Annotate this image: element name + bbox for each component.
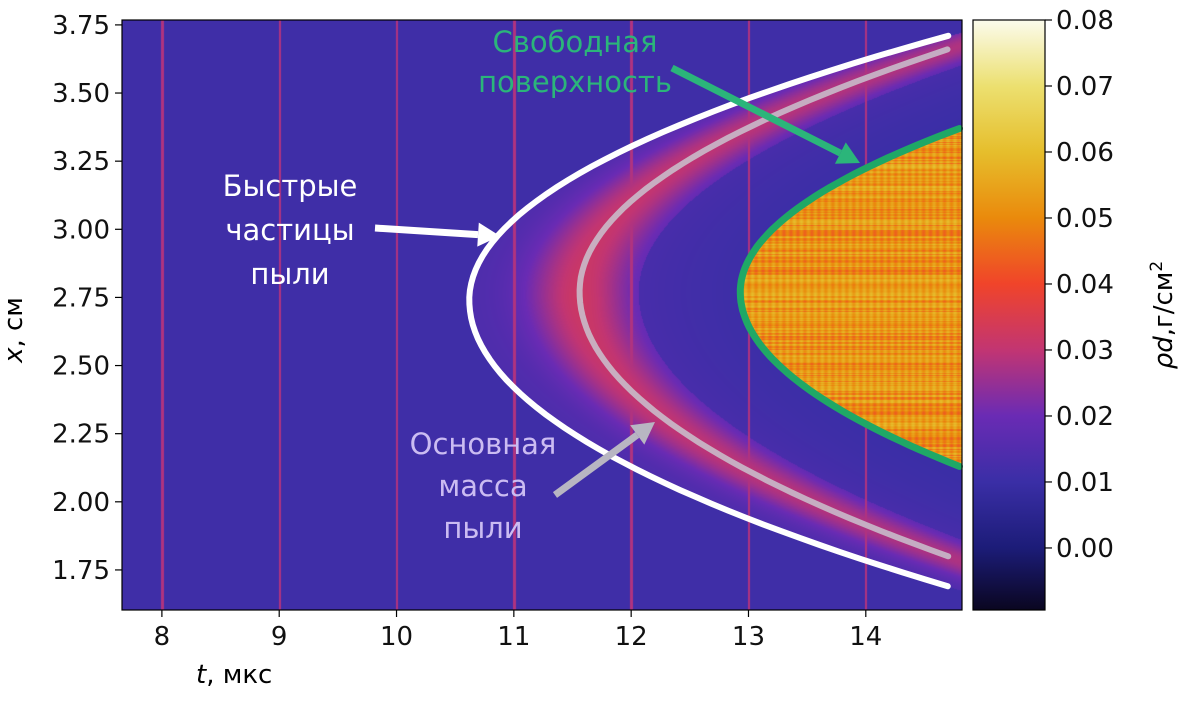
annotation-arrowhead [477,222,500,247]
free-surface-curve [736,125,963,470]
y-tick-label: 2.00 [52,488,110,518]
annotation-text: Свободная [493,25,658,59]
y-tick-label: 2.50 [52,352,110,382]
colorbar-tick-label: 0.08 [1056,6,1114,36]
colorbar-tick-label: 0.05 [1056,204,1114,234]
y-tick-label: 3.00 [52,215,110,245]
x-axis-label: t, мкс [196,660,272,690]
x-tick-label: 13 [732,622,765,652]
y-tick-label: 2.25 [52,420,110,450]
annotation-text: пыли [443,511,522,545]
x-tick-label: 11 [497,622,530,652]
x-tick-label: 14 [849,622,882,652]
colorbar-tick-label: 0.07 [1056,72,1114,102]
annotation-arrowhead [630,422,655,445]
annotation-text: частицы [225,213,354,247]
colorbar-tick-label: 0.02 [1056,402,1114,432]
annotation-text: масса [438,469,527,503]
plot-frame [121,19,963,611]
annotation-arrow [670,64,842,157]
y-tick-label: 3.50 [52,79,110,109]
y-tick-label: 1.75 [52,556,110,586]
fast-particles-front-curve [466,32,952,590]
colorbar [972,19,1046,611]
main-mass-front-curve [576,46,952,560]
colorbar-label: ρd,г/см2 [1147,261,1179,369]
colorbar-tick-label: 0.01 [1056,468,1114,498]
colorbar-tick-label: 0.00 [1056,534,1114,564]
annotation-text: Быстрые [223,169,358,203]
colorbar-tick-label: 0.03 [1056,336,1114,366]
y-tick-label: 3.25 [52,147,110,177]
colorbar-tick-label: 0.06 [1056,138,1114,168]
annotation-arrow [374,224,479,239]
x-tick-label: 12 [615,622,648,652]
annotation-arrow [552,432,640,498]
y-tick-label: 3.75 [52,11,110,41]
x-tick-label: 10 [380,622,413,652]
heatmap-canvas [122,20,962,610]
x-tick-label: 9 [271,622,288,652]
y-tick-label: 2.75 [52,283,110,313]
annotation-text: Основная [410,427,557,461]
annotation-text: поверхность [478,65,672,99]
annotation-arrowhead [834,142,860,164]
y-axis-label: x, см [0,297,29,364]
colorbar-tick-label: 0.04 [1056,270,1114,300]
annotation-text: пыли [250,257,329,291]
x-tick-label: 8 [154,622,171,652]
